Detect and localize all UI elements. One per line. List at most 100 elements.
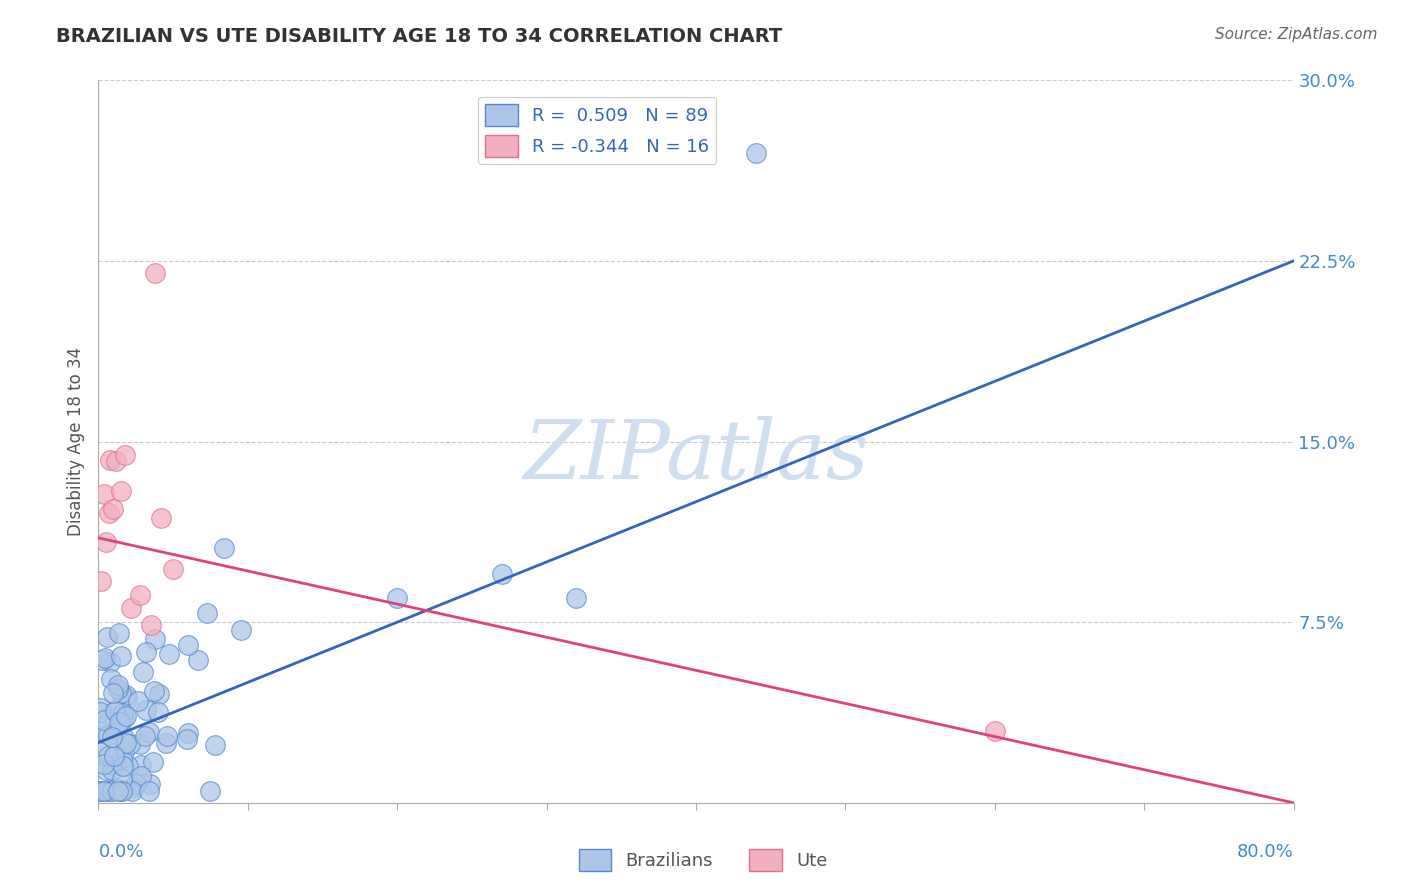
Point <box>139 777 162 791</box>
Point <box>115 708 138 723</box>
Point <box>212 541 235 556</box>
Text: Source: ZipAtlas.com: Source: ZipAtlas.com <box>1215 27 1378 42</box>
Point <box>143 632 166 646</box>
Point <box>93 756 115 771</box>
Point <box>93 784 115 798</box>
Point <box>97 748 120 763</box>
Point <box>89 745 111 759</box>
Point <box>101 763 124 777</box>
Point <box>104 704 127 718</box>
Point <box>127 693 149 707</box>
Point <box>984 723 1007 738</box>
Point <box>491 567 513 582</box>
Point <box>146 705 169 719</box>
Point <box>131 769 153 783</box>
Point <box>103 749 125 764</box>
Point <box>104 780 127 795</box>
Point <box>94 535 117 549</box>
Point <box>101 686 124 700</box>
Point <box>94 651 117 665</box>
Point <box>129 757 152 772</box>
Point <box>96 784 118 798</box>
Point <box>129 588 152 602</box>
Point <box>104 703 127 717</box>
Text: 80.0%: 80.0% <box>1237 843 1294 861</box>
Point <box>110 714 132 729</box>
Point <box>111 750 134 764</box>
Point <box>148 687 170 701</box>
Point <box>177 638 200 652</box>
Point <box>110 483 132 498</box>
Point <box>143 683 166 698</box>
Point <box>157 647 180 661</box>
Point <box>93 714 115 728</box>
Point <box>94 763 117 777</box>
Point <box>115 736 138 750</box>
Point <box>110 686 132 700</box>
Point <box>204 739 226 753</box>
Point <box>117 759 139 773</box>
Point <box>187 653 209 667</box>
Point <box>100 672 122 686</box>
Point <box>125 777 148 791</box>
Point <box>103 502 125 516</box>
Point <box>90 784 112 798</box>
Point <box>100 784 122 798</box>
Point <box>156 729 179 743</box>
Point <box>111 784 134 798</box>
Point <box>195 606 218 620</box>
Point <box>101 758 124 772</box>
Point <box>110 784 132 798</box>
Text: BRAZILIAN VS UTE DISABILITY AGE 18 TO 34 CORRELATION CHART: BRAZILIAN VS UTE DISABILITY AGE 18 TO 34… <box>56 27 783 45</box>
Point <box>98 655 121 669</box>
Text: 0.0%: 0.0% <box>98 843 143 861</box>
Point <box>229 623 252 637</box>
Point <box>105 757 128 772</box>
Point <box>120 601 142 615</box>
Point <box>112 711 135 725</box>
Point <box>98 452 122 467</box>
Point <box>93 487 115 501</box>
Point <box>385 591 409 605</box>
Point <box>100 730 122 744</box>
Point <box>143 266 166 280</box>
Text: ZIPatlas: ZIPatlas <box>523 416 869 496</box>
Point <box>128 738 150 752</box>
Point <box>112 731 135 746</box>
Point <box>132 665 155 679</box>
Point <box>90 701 112 715</box>
Point <box>112 745 135 759</box>
Point <box>135 644 157 658</box>
Point <box>90 574 112 589</box>
Point <box>121 780 143 795</box>
Point <box>108 708 131 723</box>
Point <box>97 506 120 520</box>
Point <box>89 705 111 719</box>
Point <box>162 562 184 576</box>
Point <box>89 784 111 798</box>
Point <box>176 732 198 747</box>
Point <box>111 706 134 720</box>
Point <box>112 759 135 773</box>
Point <box>121 784 143 798</box>
Point <box>138 724 160 739</box>
Point <box>150 511 173 525</box>
Point <box>97 728 120 742</box>
Point <box>177 726 200 740</box>
Point <box>745 145 768 160</box>
Point <box>107 678 129 692</box>
Point <box>117 691 139 706</box>
Point <box>142 755 165 769</box>
Legend: R =  0.509   N = 89, R = -0.344   N = 16: R = 0.509 N = 89, R = -0.344 N = 16 <box>478 96 716 164</box>
Point <box>96 631 118 645</box>
Point <box>139 618 162 632</box>
Point <box>120 737 142 751</box>
Point <box>107 784 129 798</box>
Point <box>114 448 136 462</box>
Point <box>110 648 132 663</box>
Point <box>91 653 114 667</box>
Point <box>111 772 134 787</box>
Point <box>134 730 156 744</box>
Point <box>115 688 138 702</box>
Point <box>138 784 160 798</box>
